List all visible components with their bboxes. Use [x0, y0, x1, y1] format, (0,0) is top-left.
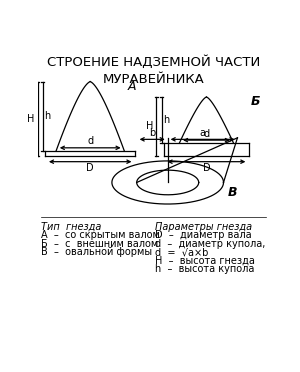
Text: А  –  со скрытым валом: А – со скрытым валом [41, 230, 160, 240]
Text: D: D [202, 163, 210, 173]
Text: Параметры гнезда: Параметры гнезда [155, 222, 252, 232]
Text: СТРОЕНИЕ НАДЗЕМНОЙ ЧАСТИ
МУРАВЕЙНИКА: СТРОЕНИЕ НАДЗЕМНОЙ ЧАСТИ МУРАВЕЙНИКА [47, 55, 260, 86]
Text: d: d [87, 136, 93, 146]
Text: H  –  высота гнезда: H – высота гнезда [155, 256, 255, 266]
Text: H: H [146, 121, 153, 131]
Text: h: h [44, 111, 51, 121]
Text: D  –  диаметр вала: D – диаметр вала [155, 230, 252, 240]
Text: А: А [128, 80, 136, 93]
Text: a: a [200, 128, 206, 138]
Text: h: h [163, 115, 169, 125]
Text: В  –  овальной формы: В – овальной формы [41, 247, 152, 257]
Text: Б  –  с  внешним валом: Б – с внешним валом [41, 239, 159, 248]
Text: d  =  √a×b: d = √a×b [155, 247, 209, 257]
Text: В: В [227, 186, 237, 199]
Text: d: d [203, 129, 209, 139]
Text: b: b [149, 128, 155, 138]
Text: Б: Б [250, 96, 260, 109]
Text: H: H [27, 113, 34, 124]
Text: h  –  высота купола: h – высота купола [155, 264, 255, 274]
Text: D: D [86, 163, 94, 173]
Text: Тип  гнезда: Тип гнезда [41, 222, 102, 232]
Text: d  –  диаметр купола,: d – диаметр купола, [155, 239, 266, 248]
